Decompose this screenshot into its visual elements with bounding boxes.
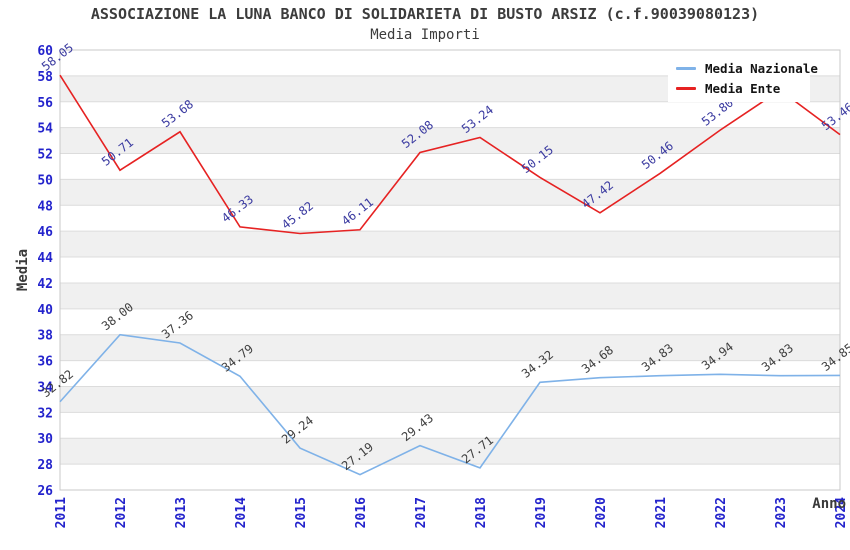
legend-line-nazionale-icon (676, 66, 696, 70)
legend-line-ente-icon (676, 87, 696, 91)
legend: Media Nazionale Media Ente (668, 55, 818, 102)
legend-label-nazionale: Media Nazionale (705, 60, 818, 76)
series-line-media-nazionale (59, 333, 841, 476)
y-tick-label: 28 (37, 458, 53, 473)
y-tick-label: 58 (37, 70, 53, 85)
x-tick-label: 2015 (294, 497, 309, 528)
x-tick-label: 2021 (654, 497, 669, 528)
x-tick-label: 2014 (234, 497, 249, 528)
y-tick-label: 34 (37, 380, 53, 395)
chart-title: ASSOCIAZIONE LA LUNA BANCO DI SOLIDARIET… (90, 5, 760, 23)
chart-subtitle: Media Importi (370, 27, 480, 43)
y-tick-label: 44 (37, 251, 53, 266)
y-tick-label: 36 (37, 355, 53, 370)
y-tick-label: 26 (37, 484, 53, 499)
y-tick-label: 56 (37, 96, 53, 111)
plot-band (60, 386, 840, 413)
series-line-media-ente (59, 74, 841, 235)
legend-item-media-nazionale: Media Nazionale (668, 61, 818, 76)
y-tick-label: 50 (37, 173, 53, 188)
y-tick-label: 42 (37, 277, 53, 292)
x-tick-label: 2017 (414, 497, 429, 528)
x-tick-label: 2020 (594, 497, 609, 528)
y-tick-label: 40 (37, 303, 53, 318)
x-tick-label: 2018 (474, 497, 489, 528)
y-tick-label: 60 (37, 44, 53, 59)
legend-item-media-ente: Media Ente (668, 81, 810, 96)
y-tick-label: 38 (37, 329, 53, 344)
x-tick-label: 2019 (534, 497, 549, 528)
y-tick-label: 32 (37, 406, 53, 421)
x-tick-label: 2022 (714, 497, 729, 528)
x-tick-label: 2012 (114, 497, 129, 528)
y-tick-label: 54 (37, 122, 53, 137)
y-tick-label: 48 (37, 199, 53, 214)
x-tick-label: 2016 (354, 497, 369, 528)
plot-band (60, 127, 840, 154)
x-axis-title: Anno (812, 496, 846, 512)
y-tick-label: 30 (37, 432, 53, 447)
plot-band (60, 231, 840, 258)
x-tick-label: 2013 (174, 497, 189, 528)
plot-band (60, 438, 840, 465)
plot-border (59, 49, 841, 491)
plot-band (60, 282, 840, 309)
x-tick-label: 2011 (54, 497, 69, 528)
y-tick-label: 46 (37, 225, 53, 240)
y-tick-label: 52 (37, 148, 53, 163)
legend-label-ente: Media Ente (705, 81, 781, 97)
plot-band (60, 179, 840, 206)
x-tick-label: 2024 (834, 497, 849, 528)
x-tick-label: 2023 (774, 497, 789, 528)
